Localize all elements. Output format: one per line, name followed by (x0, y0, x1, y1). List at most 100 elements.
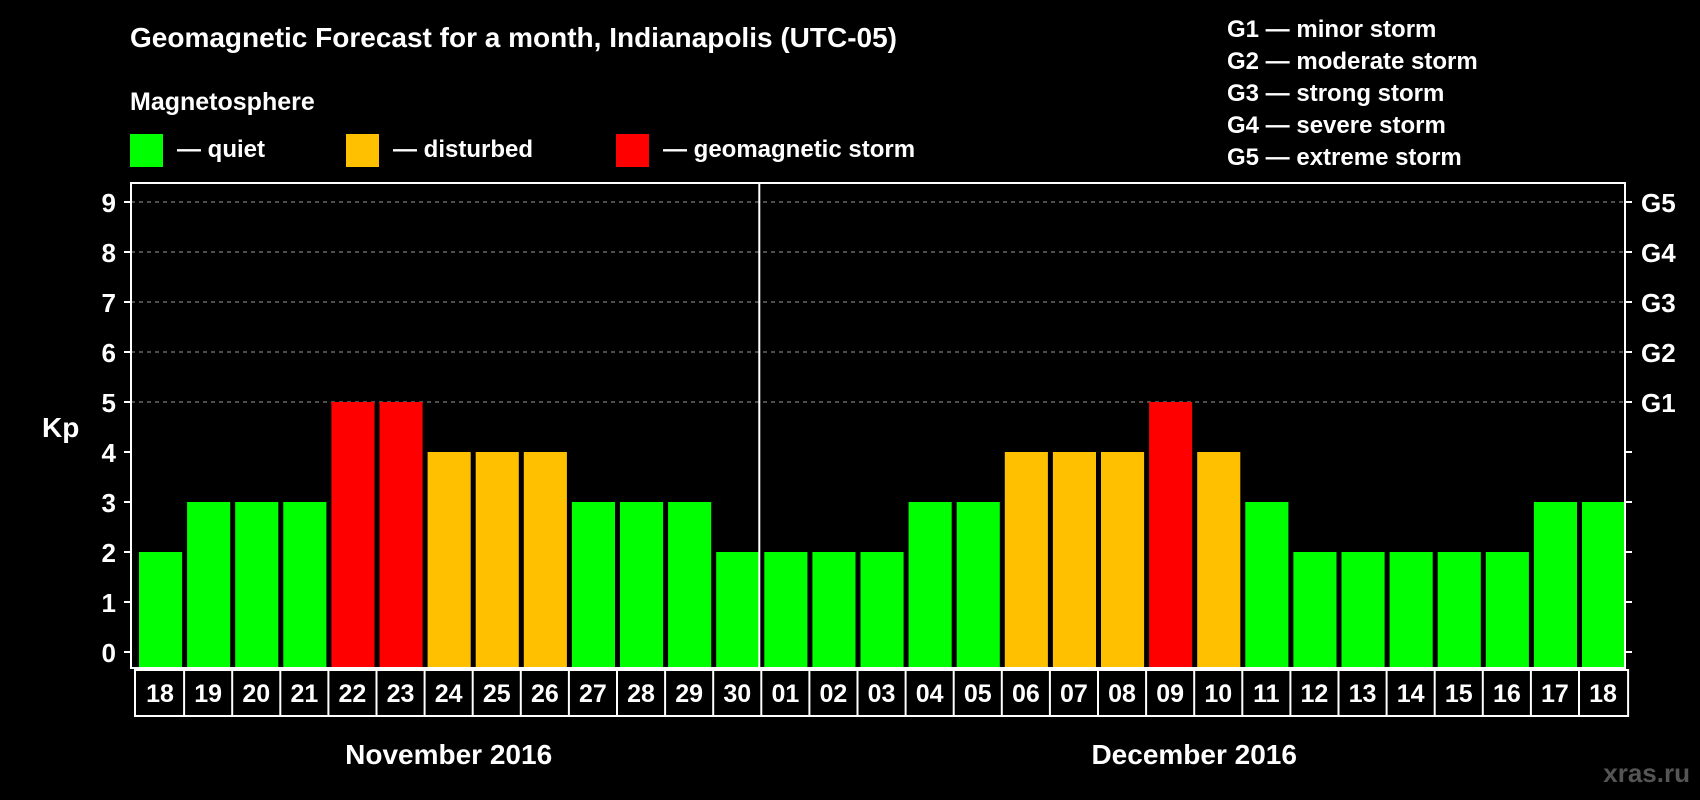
bar-25 (1341, 552, 1385, 668)
date-label-3: 21 (290, 680, 318, 708)
y-tick-label-2: 2 (102, 538, 116, 568)
bar-6 (427, 452, 471, 668)
date-label-10: 28 (627, 680, 655, 708)
date-label-25: 13 (1349, 680, 1377, 708)
bar-11 (668, 502, 712, 668)
y-axis-ticks: 0 1 2 3 4 5 6 7 8 9 (102, 188, 131, 668)
bar-14 (812, 552, 856, 668)
date-label-28: 16 (1493, 680, 1521, 708)
bar-10 (620, 502, 664, 668)
date-label-30: 18 (1589, 680, 1617, 708)
bar-23 (1245, 502, 1289, 668)
bar-24 (1293, 552, 1337, 668)
date-label-7: 25 (483, 680, 511, 708)
y-tick-label-0: 0 (102, 638, 116, 668)
bar-26 (1389, 552, 1433, 668)
bar-21 (1149, 402, 1193, 668)
legend-swatch-disturbed (346, 134, 379, 167)
bar-8 (523, 452, 567, 668)
y-tick-label-1: 1 (102, 588, 116, 618)
date-label-16: 04 (916, 680, 944, 708)
date-label-0: 18 (146, 680, 174, 708)
bar-22 (1197, 452, 1241, 668)
y-tick-label-3: 3 (102, 488, 116, 518)
date-label-21: 09 (1156, 680, 1184, 708)
plot-frame (130, 182, 1626, 669)
bar-29 (1533, 502, 1577, 668)
chart-title: Geomagnetic Forecast for a month, Indian… (130, 22, 897, 53)
date-label-6: 24 (435, 680, 463, 708)
storm-scale-g5: G5 — extreme storm (1227, 144, 1462, 171)
y-tick-label-6: 6 (102, 338, 116, 368)
y-axis-label: Kp (42, 412, 79, 443)
bar-5 (379, 402, 423, 668)
date-label-8: 26 (531, 680, 559, 708)
y-tick-label-9: 9 (102, 188, 116, 218)
date-label-20: 08 (1108, 680, 1136, 708)
date-row-border (134, 669, 1630, 717)
bar-1 (187, 502, 231, 668)
storm-scale-g3: G3 — strong storm (1227, 80, 1444, 107)
date-label-15: 03 (868, 680, 896, 708)
right-axis-ticks: G1 G2 G3 G4 G5 (1625, 188, 1676, 653)
right-axis-label-g4: G4 (1641, 238, 1676, 268)
date-label-4: 22 (339, 680, 367, 708)
date-label-19: 07 (1060, 680, 1088, 708)
bar-2 (235, 502, 279, 668)
storm-scale-legend: G1 — minor storm G2 — moderate storm G3 … (1227, 16, 1478, 171)
legend-swatch-storm (616, 134, 649, 167)
month-label-1: December 2016 (1091, 739, 1296, 770)
legend: — quiet — disturbed — geomagnetic storm (130, 134, 915, 167)
bar-4 (331, 402, 375, 668)
date-label-11: 29 (675, 680, 703, 708)
right-axis-label-g3: G3 (1641, 288, 1676, 318)
date-label-27: 15 (1445, 680, 1473, 708)
date-label-22: 10 (1204, 680, 1232, 708)
plot-border (130, 182, 1626, 669)
bar-7 (475, 452, 519, 668)
chart-subtitle: Magnetosphere (130, 88, 315, 116)
bar-9 (571, 502, 615, 668)
storm-scale-g4: G4 — severe storm (1227, 112, 1446, 139)
date-label-23: 11 (1253, 680, 1280, 708)
month-label-0: November 2016 (345, 739, 552, 770)
date-label-5: 23 (387, 680, 415, 708)
storm-scale-g2: G2 — moderate storm (1227, 48, 1478, 75)
bar-15 (860, 552, 904, 668)
date-label-18: 06 (1012, 680, 1040, 708)
bar-12 (716, 552, 760, 668)
gridlines (131, 201, 1625, 403)
bar-19 (1052, 452, 1096, 668)
legend-swatch-quiet (130, 134, 163, 167)
bars (139, 402, 1626, 668)
date-label-26: 14 (1397, 680, 1425, 708)
date-label-17: 05 (964, 680, 992, 708)
date-label-13: 01 (771, 680, 799, 708)
y-tick-label-4: 4 (102, 438, 117, 468)
bar-30 (1582, 502, 1626, 668)
watermark: xras.ru (1603, 758, 1690, 788)
right-axis-label-g5: G5 (1641, 188, 1676, 218)
bar-0 (139, 552, 183, 668)
y-tick-label-8: 8 (102, 238, 116, 268)
bar-28 (1485, 552, 1529, 668)
y-tick-label-5: 5 (102, 388, 116, 418)
date-label-12: 30 (723, 680, 751, 708)
storm-scale-g1: G1 — minor storm (1227, 16, 1436, 43)
y-tick-label-7: 7 (102, 288, 116, 318)
legend-label-quiet: — quiet (177, 136, 265, 163)
bar-3 (283, 502, 327, 668)
right-axis-label-g1: G1 (1641, 388, 1676, 418)
date-row: 18 19 20 21 22 23 24 25 26 27 28 29 30 01 02 03 04 05 06 07… (134, 669, 1630, 717)
legend-label-disturbed: — disturbed (393, 136, 533, 163)
bar-27 (1437, 552, 1481, 668)
right-axis-label-g2: G2 (1641, 338, 1676, 368)
date-label-1: 19 (194, 680, 222, 708)
date-label-9: 27 (579, 680, 607, 708)
date-label-24: 12 (1301, 680, 1329, 708)
month-labels: November 2016 December 2016 (345, 739, 1297, 770)
date-label-2: 20 (242, 680, 270, 708)
bar-20 (1101, 452, 1145, 668)
bar-17 (956, 502, 1000, 668)
